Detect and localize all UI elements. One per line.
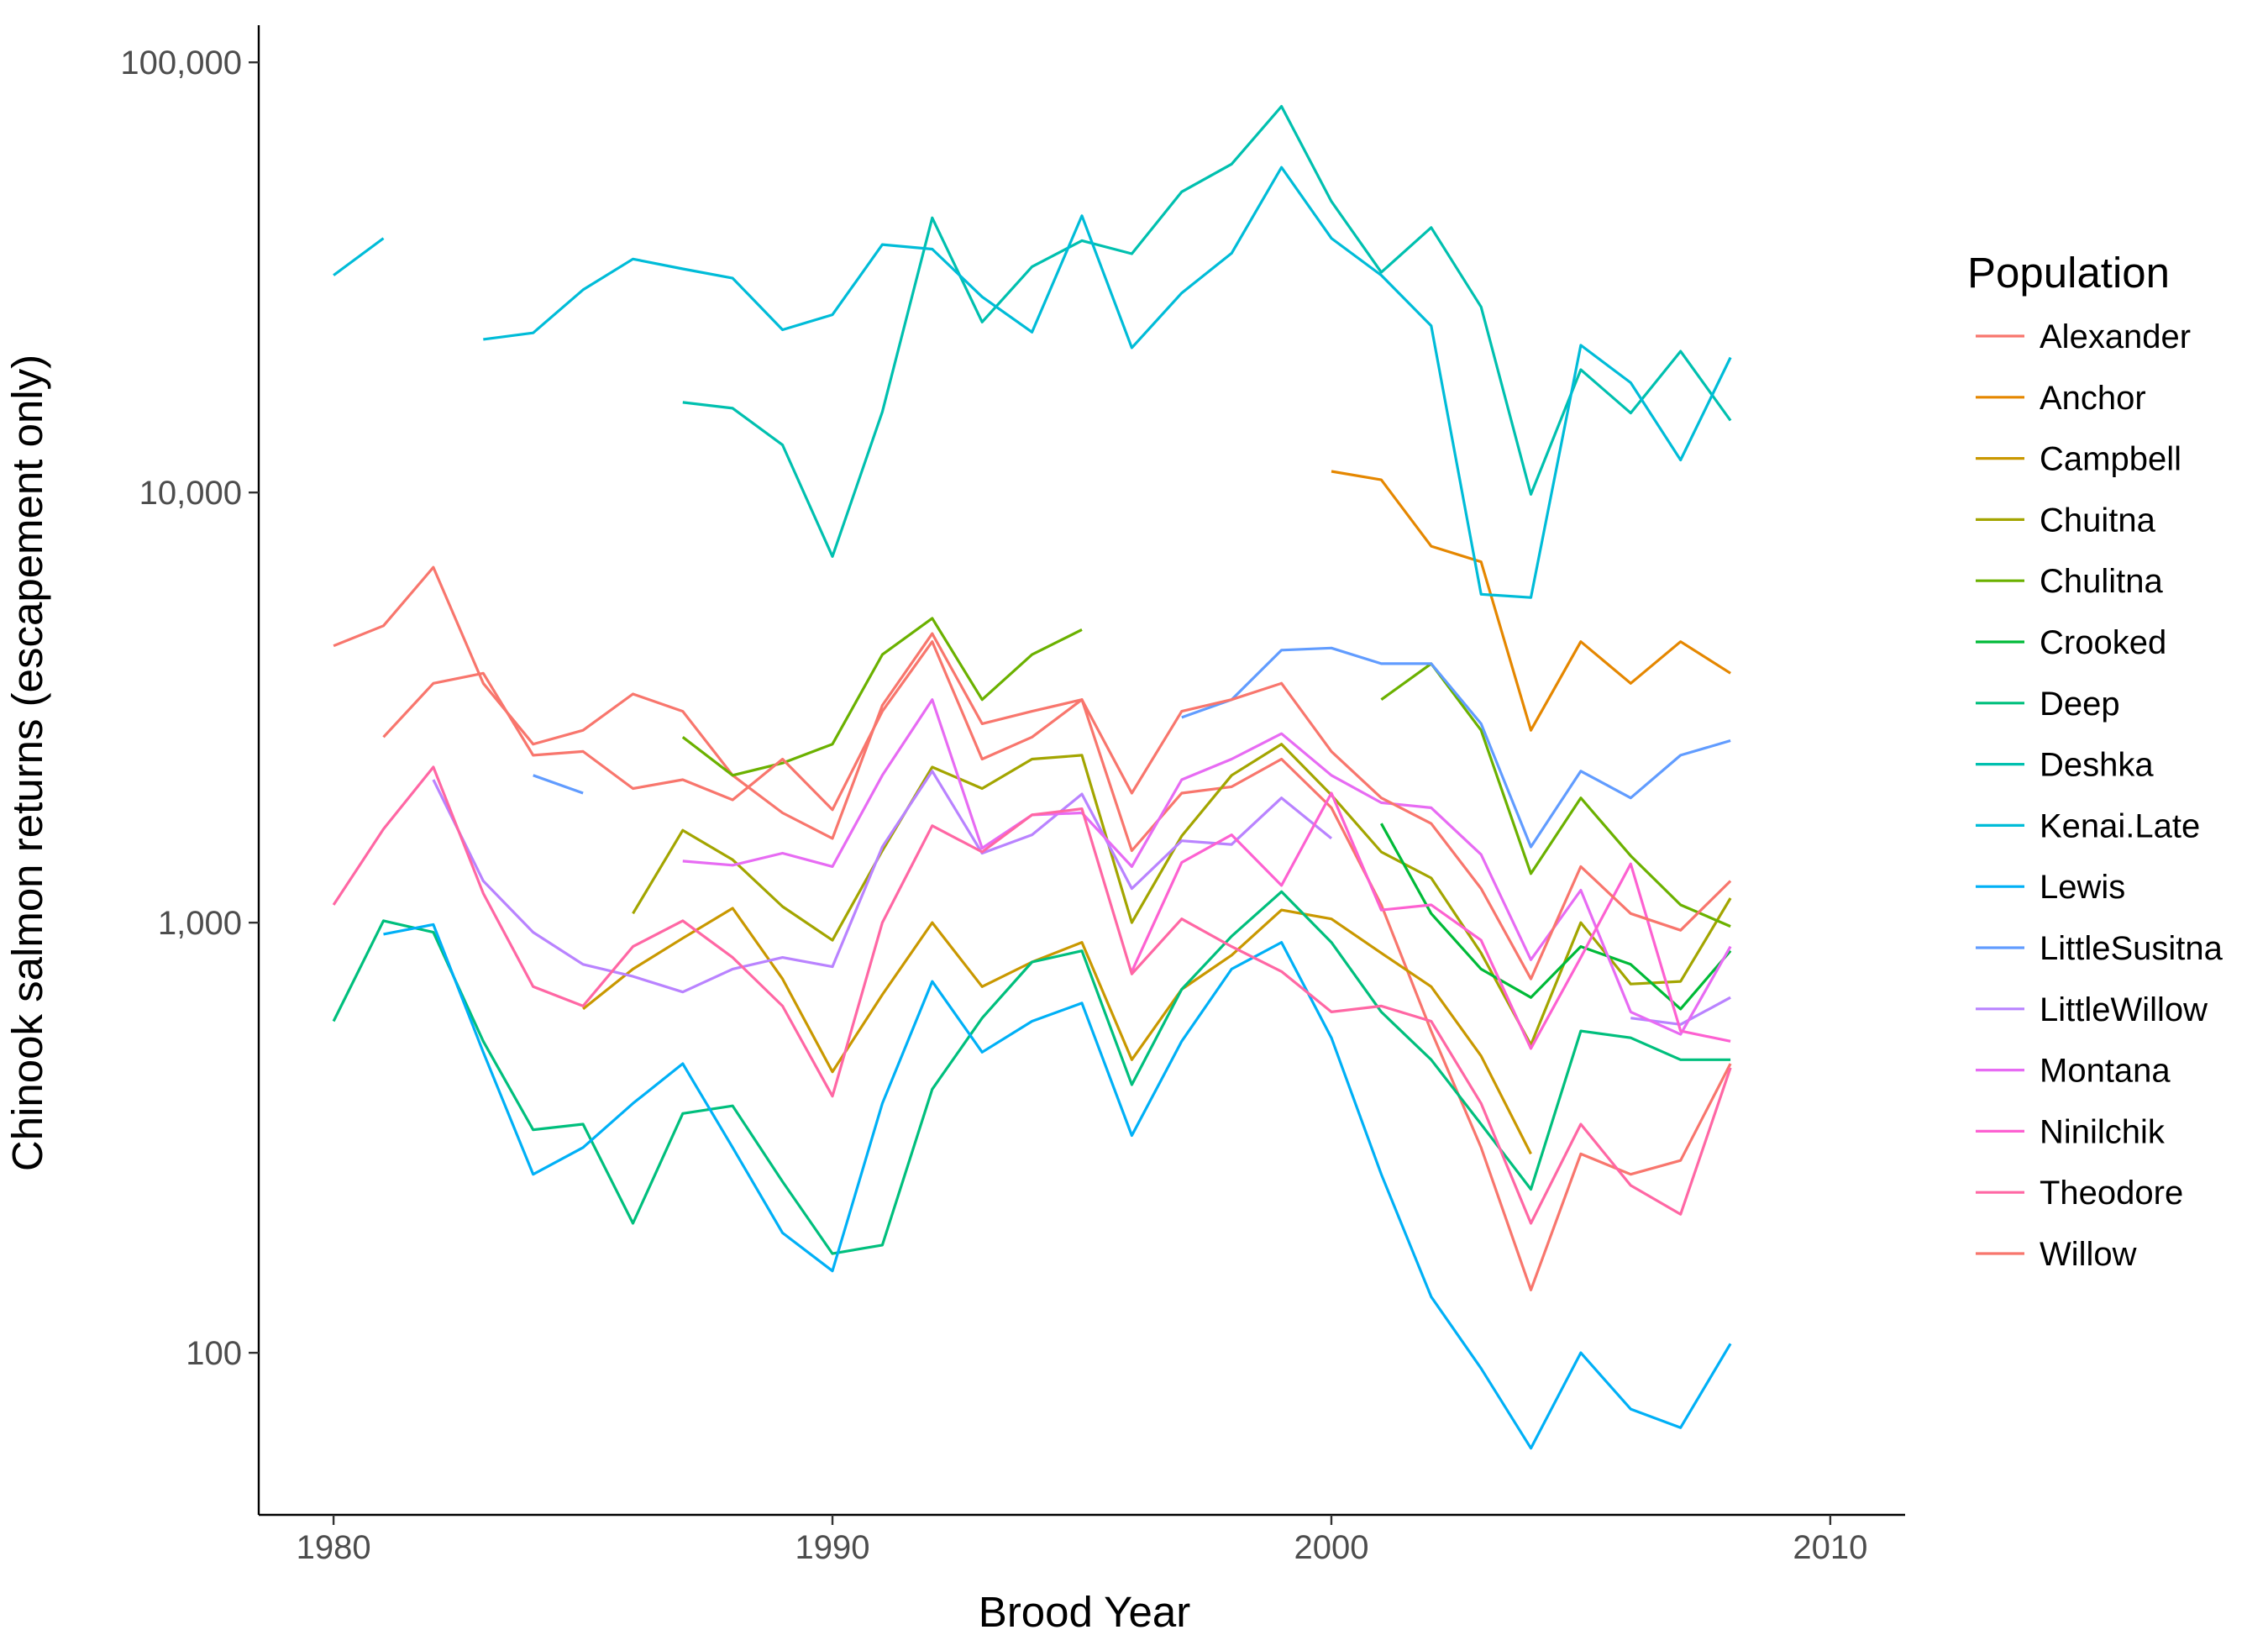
series-line [332,765,1732,1225]
legend-label: Willow [2040,1236,2137,1273]
series-line [533,646,1731,849]
y-tick-label: 10,000 [139,475,242,512]
series-line [333,166,1732,599]
y-axis-title: Chinook salmon returns (escapement only) [3,355,51,1171]
legend-item: Montana [1976,1053,2171,1090]
series-line [1331,470,1731,732]
legend-label: Alexander [2040,318,2191,355]
series-anchor [1331,470,1731,732]
series-line [382,640,1732,980]
x-tick-label: 1990 [795,1529,870,1566]
legend-item: Alexander [1976,318,2191,355]
legend-label: Ninilchik [2040,1113,2166,1150]
legend: Population Alexander Anchor Campbell Chuitn… [1967,249,2223,1273]
series-line [383,923,1732,1450]
series-ninilchik [1130,791,1731,1050]
legend-label: Crooked [2040,624,2166,661]
legend-label: Campbell [2040,441,2181,478]
legend-item: Crooked [1976,624,2166,661]
series-littlesusitna [533,646,1731,849]
legend-label: Deep [2040,686,2120,723]
series-montana [682,698,1732,1036]
legend-label: Montana [2040,1053,2171,1090]
legend-item: Anchor [1976,380,2146,417]
series-willow [382,640,1732,980]
x-tick-label: 2000 [1294,1529,1368,1566]
legend-item: Chuitna [1976,502,2156,539]
series-deshka [682,105,1732,558]
ticks: 1980 1990 2000 2010 100 1,000 10,000 100,000 [120,45,1867,1566]
series-line [333,565,1732,1291]
legend-label: Theodore [2040,1175,2183,1212]
axes [257,25,1905,1517]
legend-item: Chulitna [1976,563,2164,600]
legend-item: Willow [1976,1236,2137,1273]
x-axis-title: Brood Year [979,1588,1190,1631]
series-lewis [383,923,1732,1450]
series-campbell [582,907,1532,1155]
legend-item: Deep [1976,686,2120,723]
series-chuitna [632,743,1732,1047]
y-tick-label: 100 [186,1335,242,1372]
series-theodore [332,765,1732,1225]
legend-label: LittleWillow [2040,991,2208,1028]
series-line [632,743,1732,1047]
legend-item: LittleWillow [1976,991,2208,1028]
legend-label: Anchor [2040,380,2146,417]
legend-item: Ninilchik [1976,1113,2166,1150]
legend-label: Chuitna [2040,502,2156,539]
x-tick-label: 1980 [297,1529,371,1566]
legend-title: Population [1967,249,2170,297]
series-alexander [333,565,1732,1291]
y-tick-label: 1,000 [158,905,242,942]
series-layer [332,105,1732,1450]
legend-items: Alexander Anchor Campbell Chuitna Chulitna Cr… [1976,318,2223,1273]
legend-item: Campbell [1976,441,2181,478]
series-line [1130,791,1731,1050]
legend-label: Kenai.Late [2040,807,2200,844]
x-tick-label: 2010 [1793,1529,1867,1566]
legend-item: LittleSusitna [1976,930,2223,967]
legend-label: Deshka [2040,747,2154,784]
legend-label: LittleSusitna [2040,930,2223,967]
legend-item: Theodore [1976,1175,2183,1212]
series-line [682,105,1732,558]
series-line [682,698,1732,1036]
legend-item: Lewis [1976,869,2125,906]
legend-item: Deshka [1976,747,2154,784]
legend-label: Chulitna [2040,563,2164,600]
legend-item: Kenai.Late [1976,807,2200,844]
legend-label: Lewis [2040,869,2125,906]
y-tick-label: 100,000 [120,45,242,81]
series-kenai-late [333,166,1732,599]
series-line [582,907,1532,1155]
